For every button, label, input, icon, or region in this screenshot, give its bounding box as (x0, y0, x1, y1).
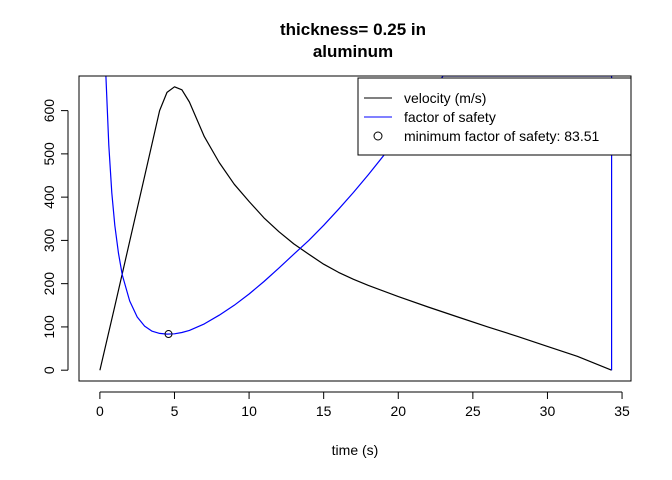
x-axis-label: time (s) (332, 442, 379, 458)
x-tick-label: 10 (241, 403, 257, 419)
y-tick-label: 0 (41, 366, 57, 374)
minimum-factor-of-safety-point (164, 330, 173, 339)
x-tick-label: 30 (540, 403, 556, 419)
legend-box (357, 77, 632, 156)
y-tick-label: 300 (41, 229, 57, 253)
x-tick-label: 0 (96, 403, 104, 419)
point-layer (164, 330, 173, 339)
x-tick-label: 35 (614, 403, 630, 419)
y-axis: 0 100 200 300 400 500 600 (41, 99, 69, 374)
legend-velocity-label: velocity (m/s) (404, 90, 486, 106)
y-tick-label: 500 (41, 142, 57, 166)
x-tick-label: 25 (465, 403, 481, 419)
y-tick-label: 400 (41, 185, 57, 209)
legend-factor-of-safety-label: factor of safety (404, 109, 496, 125)
legend-minimum-point-label: minimum factor of safety: 83.51 (404, 128, 600, 144)
series-layer (99, 76, 613, 371)
series-line-velocity (99, 86, 612, 371)
plot-frame (78, 75, 632, 382)
y-tick-label: 200 (41, 272, 57, 296)
legend-minimum-point-swatch (373, 131, 383, 141)
x-tick-label: 5 (171, 403, 179, 419)
series-line-factor-of-safety (105, 76, 613, 371)
y-tick-label: 100 (41, 315, 57, 339)
x-tick-label: 20 (390, 403, 406, 419)
chart-subtitle: aluminum (313, 42, 393, 61)
chart-title: thickness= 0.25 in (280, 20, 426, 39)
x-axis: 0 5 10 15 20 25 30 35 (96, 391, 630, 419)
legend: velocity (m/s) factor of safety minimum … (357, 77, 632, 156)
x-tick-label: 15 (316, 403, 332, 419)
y-tick-label: 600 (41, 99, 57, 123)
